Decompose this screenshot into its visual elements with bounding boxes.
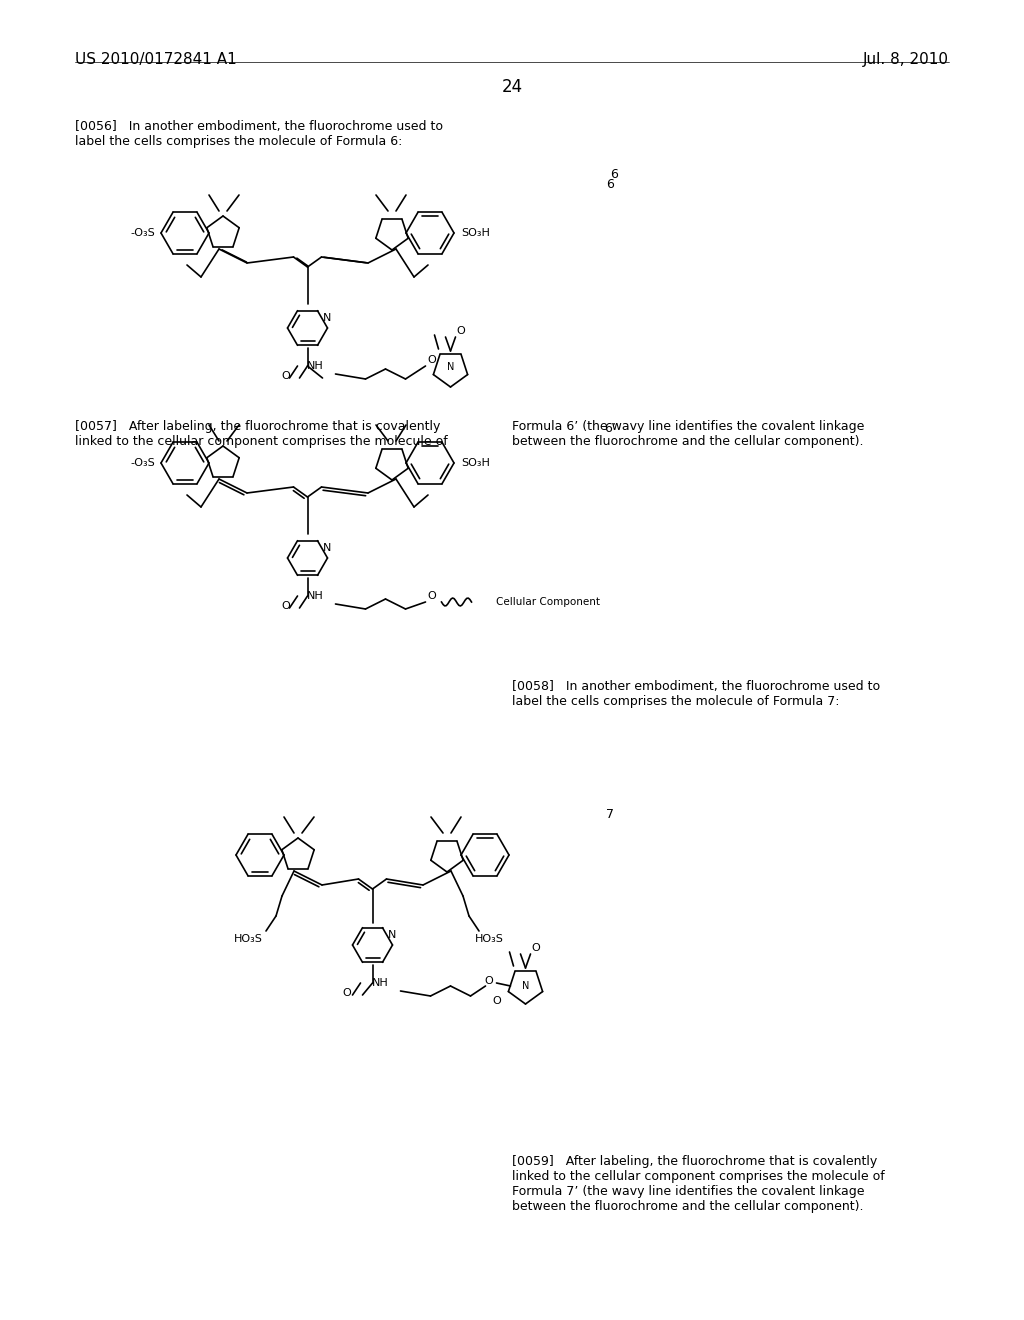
Text: N: N <box>388 931 396 940</box>
Text: O: O <box>282 371 290 381</box>
Text: HO₃S: HO₃S <box>474 935 504 944</box>
Text: O: O <box>531 942 540 953</box>
Text: O: O <box>484 975 493 986</box>
Text: Jul. 8, 2010: Jul. 8, 2010 <box>863 51 949 67</box>
Text: O: O <box>427 591 436 601</box>
Text: 6: 6 <box>610 168 617 181</box>
Text: N: N <box>324 313 332 323</box>
Text: [0058]   In another embodiment, the fluorochrome used to
label the cells compris: [0058] In another embodiment, the fluoro… <box>512 680 880 708</box>
Text: 6’: 6’ <box>604 421 616 434</box>
Text: SO₃H: SO₃H <box>462 228 490 238</box>
Text: [0056]   In another embodiment, the fluorochrome used to
label the cells compris: [0056] In another embodiment, the fluoro… <box>75 120 443 148</box>
Text: [0059]   After labeling, the fluorochrome that is covalently
linked to the cellu: [0059] After labeling, the fluorochrome … <box>512 1155 885 1213</box>
Text: HO₃S: HO₃S <box>233 935 262 944</box>
Text: 24: 24 <box>502 78 522 96</box>
Text: NH: NH <box>372 978 389 987</box>
Text: SO₃H: SO₃H <box>462 458 490 469</box>
Text: Cellular Component: Cellular Component <box>497 597 600 607</box>
Text: N: N <box>522 981 529 991</box>
Text: [0057]   After labeling, the fluorochrome that is covalently
linked to the cellu: [0057] After labeling, the fluorochrome … <box>75 420 447 447</box>
Text: O: O <box>342 987 351 998</box>
Text: O: O <box>427 355 436 366</box>
Text: 6: 6 <box>606 178 614 191</box>
Text: O: O <box>282 601 290 611</box>
Text: N: N <box>446 362 455 372</box>
Text: NH: NH <box>307 591 324 601</box>
Text: -O₃S: -O₃S <box>131 228 156 238</box>
Text: O: O <box>456 326 465 337</box>
Text: N: N <box>324 543 332 553</box>
Text: Formula 6’ (the wavy line identifies the covalent linkage
between the fluorochro: Formula 6’ (the wavy line identifies the… <box>512 420 864 447</box>
Text: O: O <box>493 997 501 1006</box>
Text: US 2010/0172841 A1: US 2010/0172841 A1 <box>75 51 237 67</box>
Text: 7: 7 <box>606 808 614 821</box>
Text: NH: NH <box>307 360 324 371</box>
Text: -O₃S: -O₃S <box>131 458 156 469</box>
